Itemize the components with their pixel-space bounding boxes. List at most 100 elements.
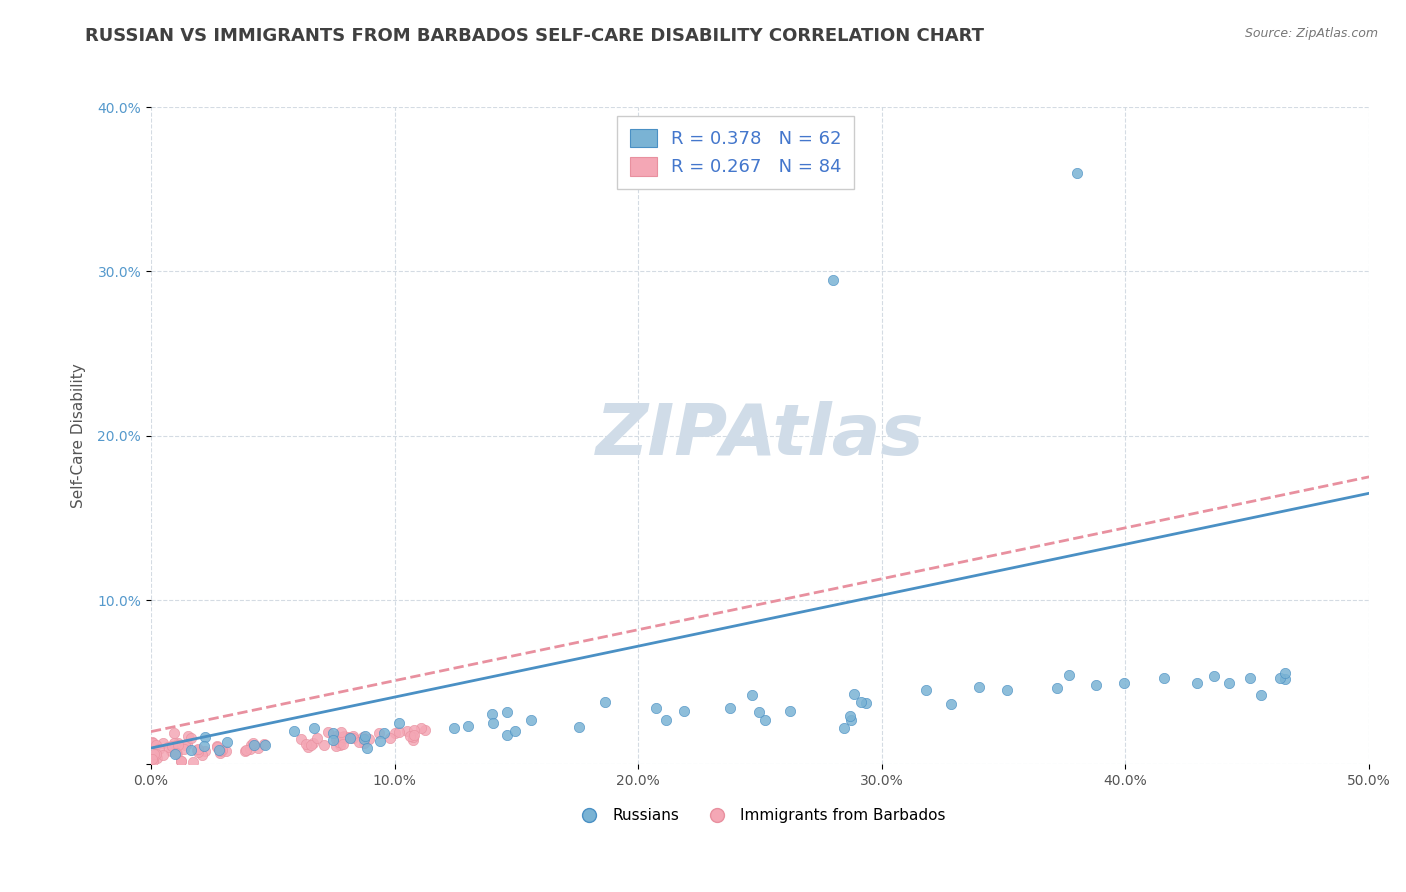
Russians — [568, 720, 591, 734]
Immigrants from Barbados — [187, 745, 209, 759]
Immigrants from Barbados — [413, 723, 436, 737]
Immigrants from Barbados — [211, 742, 233, 756]
Russians — [855, 696, 877, 710]
Immigrants from Barbados — [299, 738, 322, 752]
Text: Source: ZipAtlas.com: Source: ZipAtlas.com — [1244, 27, 1378, 40]
Russians — [356, 740, 378, 755]
Russians — [832, 721, 855, 735]
Immigrants from Barbados — [142, 747, 165, 761]
Russians — [1046, 681, 1069, 695]
Russians — [967, 680, 990, 694]
Russians — [718, 701, 741, 715]
Immigrants from Barbados — [352, 730, 374, 744]
Immigrants from Barbados — [141, 735, 163, 749]
Russians — [1066, 166, 1088, 180]
Immigrants from Barbados — [302, 735, 325, 749]
Immigrants from Barbados — [166, 746, 188, 760]
Immigrants from Barbados — [152, 747, 174, 762]
Russians — [654, 713, 676, 727]
Immigrants from Barbados — [332, 737, 354, 751]
Immigrants from Barbados — [141, 752, 163, 766]
Russians — [215, 735, 238, 749]
Immigrants from Barbados — [239, 738, 262, 752]
Russians — [163, 747, 186, 761]
Russians — [520, 713, 543, 727]
Immigrants from Barbados — [169, 754, 191, 768]
Russians — [1057, 668, 1080, 682]
Immigrants from Barbados — [163, 726, 186, 740]
Russians — [1204, 668, 1226, 682]
Immigrants from Barbados — [163, 736, 186, 750]
Russians — [353, 731, 375, 746]
Russians — [1250, 689, 1272, 703]
Immigrants from Barbados — [378, 731, 401, 745]
Text: ZIPAtlas: ZIPAtlas — [596, 401, 924, 470]
Immigrants from Barbados — [170, 755, 193, 769]
Russians — [322, 733, 344, 747]
Immigrants from Barbados — [359, 732, 381, 747]
Russians — [193, 739, 215, 753]
Immigrants from Barbados — [160, 739, 183, 753]
Russians — [180, 743, 202, 757]
Russians — [748, 706, 770, 720]
Russians — [939, 698, 962, 712]
Immigrants from Barbados — [329, 738, 352, 752]
Russians — [1085, 677, 1108, 691]
Immigrants from Barbados — [294, 737, 316, 751]
Immigrants from Barbados — [353, 736, 375, 750]
Immigrants from Barbados — [235, 742, 257, 756]
Russians — [914, 682, 936, 697]
Russians — [1114, 676, 1136, 690]
Immigrants from Barbados — [142, 736, 165, 750]
Immigrants from Barbados — [191, 748, 214, 763]
Immigrants from Barbados — [388, 725, 411, 739]
Immigrants from Barbados — [384, 726, 406, 740]
Immigrants from Barbados — [173, 742, 195, 756]
Russians — [673, 704, 696, 718]
Immigrants from Barbados — [312, 738, 335, 752]
Russians — [354, 729, 377, 743]
Immigrants from Barbados — [347, 735, 370, 749]
Immigrants from Barbados — [337, 730, 360, 744]
Immigrants from Barbados — [242, 736, 264, 750]
Russians — [443, 721, 465, 735]
Immigrants from Barbados — [180, 731, 202, 745]
Immigrants from Barbados — [325, 731, 347, 746]
Immigrants from Barbados — [330, 730, 353, 744]
Russians — [368, 733, 391, 747]
Immigrants from Barbados — [329, 725, 352, 739]
Russians — [322, 726, 344, 740]
Immigrants from Barbados — [325, 739, 347, 753]
Immigrants from Barbados — [148, 741, 170, 756]
Russians — [741, 689, 763, 703]
Immigrants from Barbados — [160, 744, 183, 758]
Immigrants from Barbados — [145, 738, 167, 752]
Russians — [208, 743, 231, 757]
Immigrants from Barbados — [177, 729, 200, 743]
Legend: Russians, Immigrants from Barbados: Russians, Immigrants from Barbados — [568, 802, 952, 830]
Immigrants from Barbados — [181, 755, 204, 769]
Russians — [595, 695, 617, 709]
Immigrants from Barbados — [247, 741, 270, 756]
Immigrants from Barbados — [205, 739, 228, 754]
Immigrants from Barbados — [142, 754, 165, 768]
Immigrants from Barbados — [402, 728, 425, 742]
Y-axis label: Self-Care Disability: Self-Care Disability — [72, 363, 86, 508]
Immigrants from Barbados — [297, 739, 319, 754]
Russians — [388, 716, 411, 731]
Immigrants from Barbados — [205, 740, 228, 755]
Immigrants from Barbados — [328, 735, 350, 749]
Immigrants from Barbados — [165, 746, 187, 760]
Immigrants from Barbados — [186, 743, 208, 757]
Russians — [339, 731, 361, 745]
Immigrants from Barbados — [411, 721, 433, 735]
Immigrants from Barbados — [163, 744, 186, 758]
Russians — [373, 726, 395, 740]
Immigrants from Barbados — [253, 737, 276, 751]
Russians — [1239, 671, 1261, 685]
Immigrants from Barbados — [342, 729, 364, 743]
Russians — [243, 738, 266, 752]
Immigrants from Barbados — [167, 738, 190, 752]
Text: RUSSIAN VS IMMIGRANTS FROM BARBADOS SELF-CARE DISABILITY CORRELATION CHART: RUSSIAN VS IMMIGRANTS FROM BARBADOS SELF… — [84, 27, 984, 45]
Russians — [302, 722, 325, 736]
